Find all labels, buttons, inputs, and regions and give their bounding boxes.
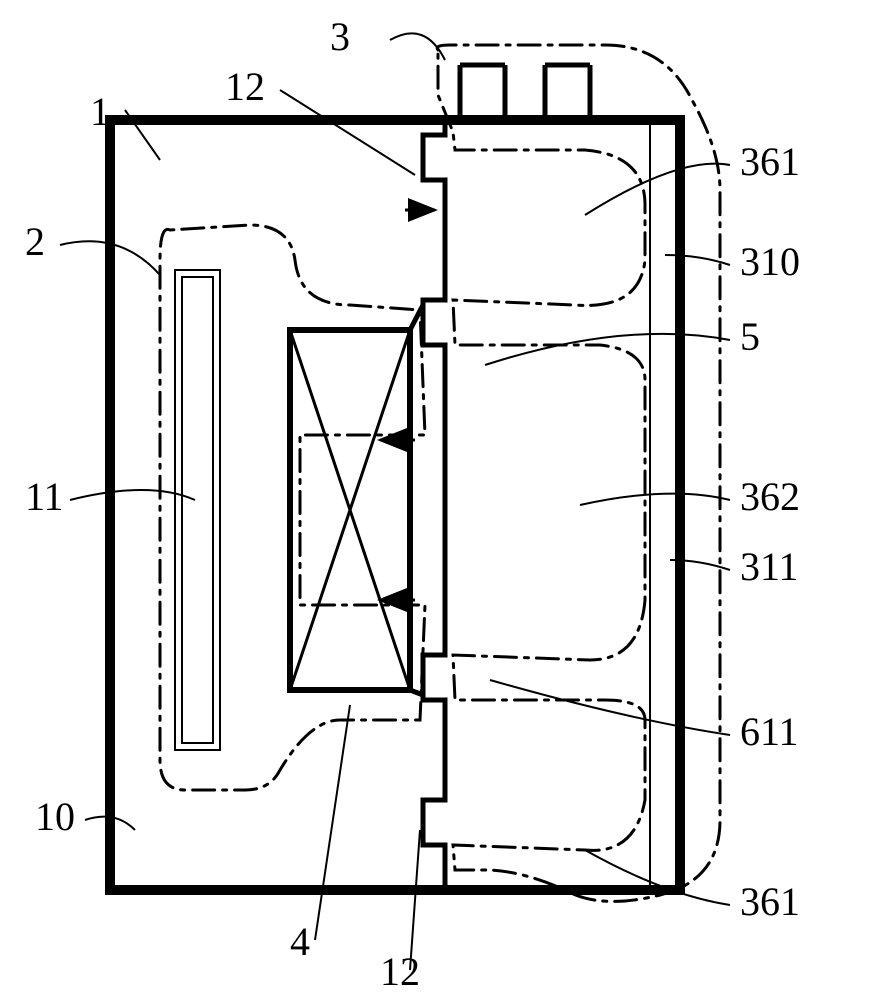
leader-l362 bbox=[580, 494, 730, 505]
left-inner-rect-inner bbox=[182, 277, 213, 743]
label-l1: 1 bbox=[90, 89, 110, 134]
leader-l12a bbox=[280, 90, 415, 175]
label-l12b: 12 bbox=[380, 949, 420, 994]
label-l5: 5 bbox=[740, 314, 760, 359]
housing-outer bbox=[110, 120, 680, 890]
label-l2: 2 bbox=[25, 219, 45, 264]
leader-l11 bbox=[70, 490, 195, 500]
label-l11: 11 bbox=[25, 474, 64, 519]
partition-line bbox=[423, 125, 445, 885]
top-port-1 bbox=[460, 65, 505, 120]
flow-layer bbox=[160, 45, 720, 901]
label-l3: 3 bbox=[330, 14, 350, 59]
leader-lines-layer bbox=[60, 33, 730, 970]
leader-l5 bbox=[485, 334, 730, 365]
label-l361a: 361 bbox=[740, 139, 800, 184]
technical-diagram: 3 12 1 361 2 310 5 11 362 311 611 10 361 4 12 bbox=[0, 0, 886, 1000]
label-l311: 311 bbox=[740, 544, 799, 589]
top-port-2 bbox=[545, 65, 590, 120]
label-l361b: 361 bbox=[740, 879, 800, 924]
label-l611: 611 bbox=[740, 709, 799, 754]
leader-l361a bbox=[585, 164, 730, 215]
label-l362: 362 bbox=[740, 474, 800, 519]
label-l310: 310 bbox=[740, 239, 800, 284]
label-l10: 10 bbox=[35, 794, 75, 839]
leader-l611 bbox=[490, 680, 730, 735]
leader-l4 bbox=[315, 705, 350, 940]
label-l12a: 12 bbox=[225, 64, 265, 109]
structure-layer bbox=[110, 65, 680, 890]
label-l4: 4 bbox=[290, 919, 310, 964]
